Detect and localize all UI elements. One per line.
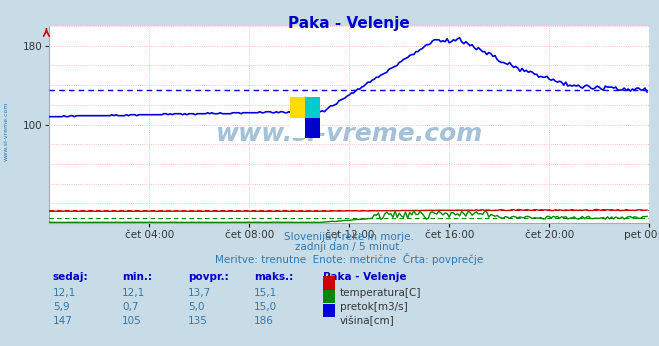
Text: Paka - Velenje: Paka - Velenje xyxy=(289,16,410,30)
Text: zadnji dan / 5 minut.: zadnji dan / 5 minut. xyxy=(295,242,403,252)
Text: 105: 105 xyxy=(122,316,142,326)
Bar xyxy=(290,118,304,138)
Text: 12,1: 12,1 xyxy=(53,288,76,298)
Text: min.:: min.: xyxy=(122,272,152,282)
Bar xyxy=(290,97,304,118)
Text: 147: 147 xyxy=(53,316,72,326)
Bar xyxy=(304,118,320,138)
Text: www.si-vreme.com: www.si-vreme.com xyxy=(215,122,483,146)
Text: 0,7: 0,7 xyxy=(122,302,138,312)
Text: 15,1: 15,1 xyxy=(254,288,277,298)
Text: sedaj:: sedaj: xyxy=(53,272,88,282)
Text: višina[cm]: višina[cm] xyxy=(340,316,395,326)
Text: povpr.:: povpr.: xyxy=(188,272,229,282)
Text: Paka - Velenje: Paka - Velenje xyxy=(323,272,407,282)
Text: Meritve: trenutne  Enote: metrične  Črta: povprečje: Meritve: trenutne Enote: metrične Črta: … xyxy=(215,253,484,265)
Text: 13,7: 13,7 xyxy=(188,288,211,298)
Text: 12,1: 12,1 xyxy=(122,288,145,298)
Text: Slovenija / reke in morje.: Slovenija / reke in morje. xyxy=(284,232,415,242)
Text: 15,0: 15,0 xyxy=(254,302,277,312)
Text: 5,9: 5,9 xyxy=(53,302,69,312)
Bar xyxy=(304,97,320,118)
Text: maks.:: maks.: xyxy=(254,272,293,282)
Text: temperatura[C]: temperatura[C] xyxy=(340,288,422,298)
Text: pretok[m3/s]: pretok[m3/s] xyxy=(340,302,408,312)
Text: www.si-vreme.com: www.si-vreme.com xyxy=(4,102,9,161)
Text: 135: 135 xyxy=(188,316,208,326)
Text: 186: 186 xyxy=(254,316,273,326)
Text: 5,0: 5,0 xyxy=(188,302,204,312)
